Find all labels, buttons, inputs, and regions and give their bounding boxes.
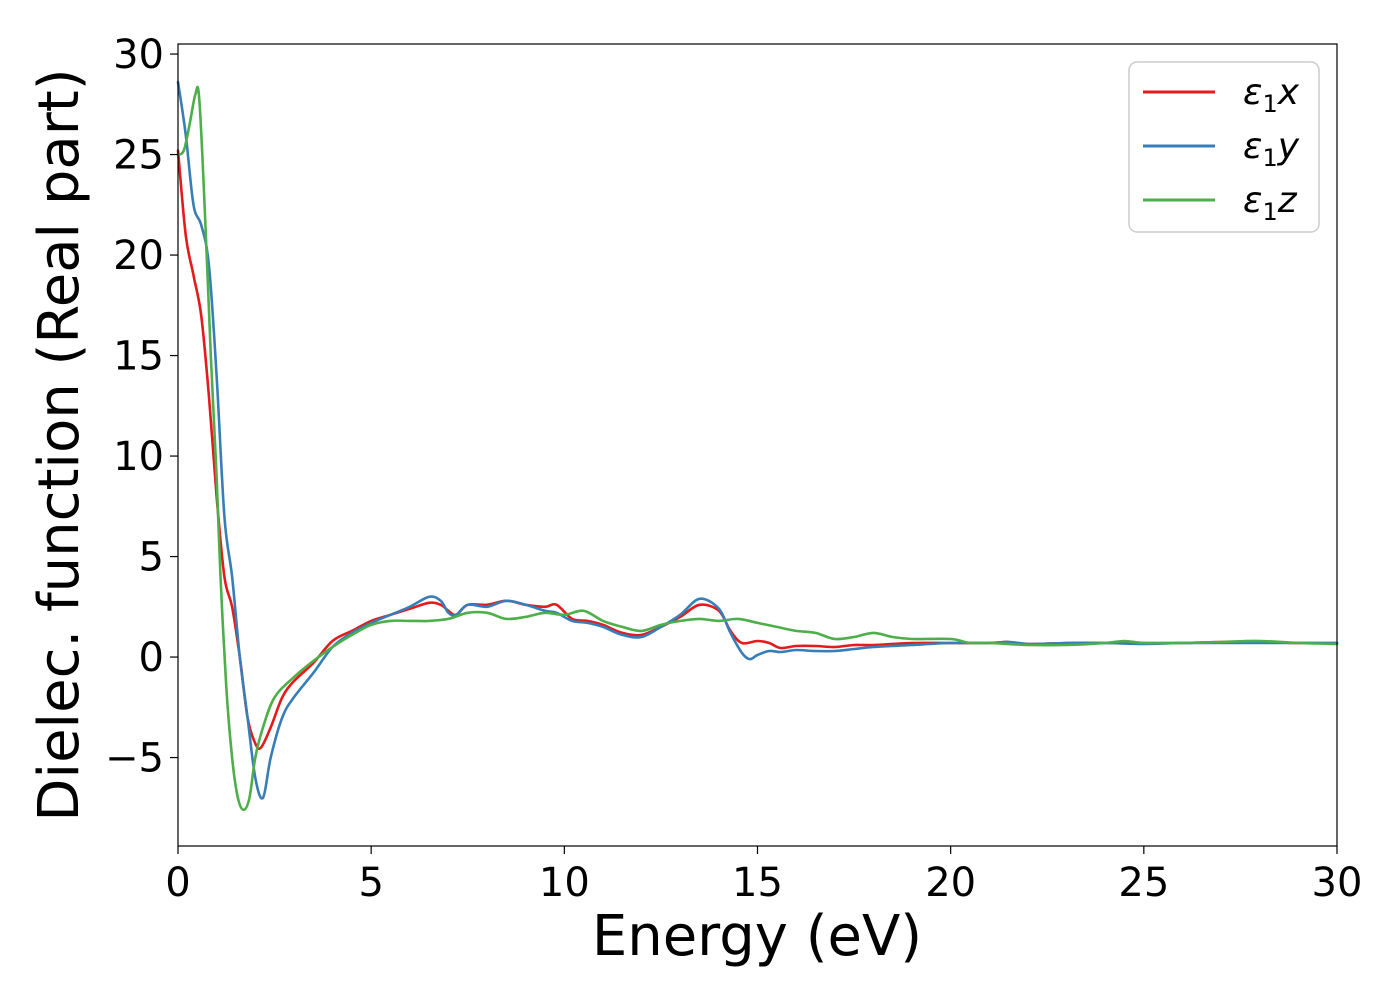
- legend-box: [1128, 61, 1320, 233]
- y-tick-label: 10: [113, 434, 164, 480]
- y-tick-label: 25: [113, 133, 164, 179]
- y-tick-label: −5: [105, 736, 164, 782]
- x-tick-label: 25: [1118, 860, 1169, 906]
- legend-label-x: ε1x: [1243, 72, 1300, 118]
- x-tick-label: 30: [1312, 860, 1363, 906]
- legend-label-z: ε1z: [1243, 180, 1298, 226]
- series-line-z: [176, 85, 1339, 812]
- y-axis-ticks: −5 0 5 10 15 20 25 30: [105, 32, 178, 782]
- x-axis-label: Energy (eV): [592, 904, 922, 969]
- y-tick-label: 0: [139, 635, 164, 681]
- y-tick-label: 20: [113, 233, 164, 279]
- y-tick-label: 30: [113, 32, 164, 78]
- x-tick-label: 0: [165, 860, 190, 906]
- x-tick-label: 20: [925, 860, 976, 906]
- y-axis-label: Dielec. function (Real part): [27, 68, 92, 821]
- series-layer: [176, 80, 1339, 812]
- legend: ε1x ε1y ε1z: [1128, 61, 1320, 233]
- x-axis-ticks: 0 5 10 15 20 25 30: [165, 846, 1362, 906]
- legend-label-y: ε1y: [1243, 126, 1300, 172]
- x-tick-label: 5: [358, 860, 383, 906]
- x-tick-label: 15: [732, 860, 783, 906]
- y-tick-label: 5: [139, 535, 164, 581]
- x-tick-label: 10: [539, 860, 590, 906]
- y-tick-label: 15: [113, 334, 164, 380]
